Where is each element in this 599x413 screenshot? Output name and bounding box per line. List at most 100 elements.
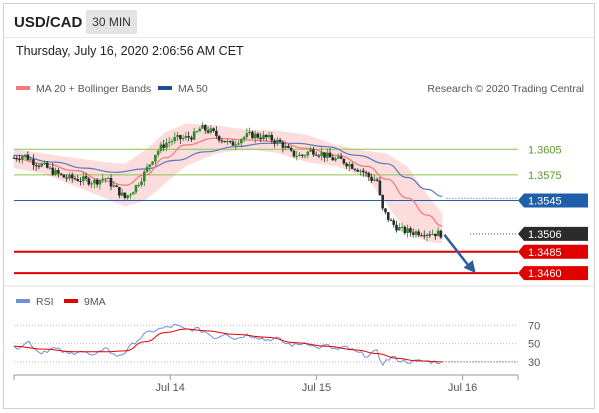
candle-body (12, 157, 16, 159)
candle-body (303, 155, 307, 157)
candle-body (54, 170, 57, 175)
candle-body (406, 228, 409, 234)
candle-body (226, 140, 229, 143)
last-price-tag (518, 226, 588, 241)
candle-body (262, 134, 265, 140)
candle-body (203, 125, 207, 131)
candle-body (367, 172, 371, 177)
candle-body (162, 144, 165, 148)
candle-body (428, 234, 432, 236)
forecast-arrow-shaft (443, 233, 471, 268)
candle-body (62, 174, 66, 178)
candle-body (392, 220, 396, 225)
x-tick-label: Jul 14 (156, 382, 185, 394)
rsi-tick-label: 30 (528, 357, 540, 369)
candle-body (217, 135, 221, 141)
ma20-line (13, 137, 443, 227)
candle-body (37, 165, 41, 167)
candle-body (395, 224, 398, 231)
candle-body (384, 208, 387, 213)
candle-body (403, 226, 407, 234)
candle-body (306, 151, 310, 156)
candle-body (154, 154, 157, 162)
candle-body (32, 159, 35, 166)
candle-body (356, 169, 360, 172)
ma50-line (13, 142, 443, 197)
candle-body (289, 147, 293, 151)
candle-body (422, 235, 426, 237)
candle-body (242, 137, 246, 140)
candle-body (337, 156, 340, 159)
support-2-tag (518, 266, 588, 281)
support-1-tag (518, 244, 588, 259)
candle-body (93, 179, 96, 184)
candle-body (140, 181, 143, 185)
candle-body (273, 140, 276, 144)
candle-body (375, 179, 379, 181)
rsi-ma-line (13, 328, 443, 363)
candle-body (148, 164, 152, 167)
candle-body (237, 143, 240, 145)
candle-body (95, 179, 99, 185)
level-tags: 1.3605 1.3575 1.3545 1.3506 1.3485 1.3460 (518, 144, 588, 281)
chart-frame (3, 3, 595, 409)
candle-body (29, 159, 32, 161)
rsi-legend: RSI 9MA (16, 296, 106, 308)
candle-body (228, 140, 232, 142)
candle-body (276, 139, 279, 144)
research-credit: Research © 2020 Trading Central (427, 83, 584, 95)
candle-body (295, 156, 299, 158)
candle-body (90, 183, 93, 185)
legend: MA 20 + Bollinger Bands MA 50 Research ©… (16, 83, 584, 95)
candle-body (348, 164, 351, 167)
rsi-tick-label: 50 (528, 339, 540, 351)
candle-body (223, 140, 226, 143)
support-2-tag-label: 1.3460 (528, 268, 562, 280)
bollinger-band (14, 123, 443, 244)
candle-body (339, 156, 343, 159)
candle-body (281, 142, 285, 148)
candle-body (278, 139, 282, 143)
candle-body (234, 144, 238, 146)
candle-body (65, 177, 68, 179)
candle-body (112, 185, 116, 187)
candle-body (411, 232, 415, 235)
ma20-legend-swatch (16, 86, 30, 90)
candle-body (43, 162, 46, 164)
candle-body (21, 156, 24, 160)
rsi-ma-legend-swatch (64, 299, 78, 303)
candle-body (386, 212, 390, 220)
candle-body (212, 128, 215, 131)
candle-body (123, 192, 127, 199)
candle-body (145, 166, 149, 172)
candle-body (398, 227, 401, 231)
candle-body (167, 141, 171, 143)
bollinger-band-area (14, 123, 443, 244)
candle-body (264, 134, 268, 138)
candle-body (414, 231, 418, 235)
candle-body (18, 159, 21, 161)
candle-body (156, 150, 160, 155)
header-divider (4, 37, 594, 38)
candle-body (231, 141, 235, 146)
candle-body (328, 152, 332, 158)
resistance-2-label: 1.3605 (528, 144, 562, 156)
candle-body (267, 134, 271, 138)
x-tick-label: Jul 16 (448, 382, 477, 394)
candle-body (345, 163, 348, 167)
candle-body (170, 141, 174, 143)
candle-body (325, 152, 329, 158)
candle-body (101, 178, 105, 180)
rsi-legend-label: RSI (36, 296, 54, 308)
candle-body (353, 168, 357, 170)
candle-body (104, 178, 107, 180)
candle-body (206, 130, 210, 133)
candle-body (151, 161, 154, 165)
candle-body (115, 185, 118, 187)
candle-body (342, 158, 346, 164)
candle-body (82, 176, 85, 182)
candle-body (364, 172, 368, 174)
timeframe-badge[interactable]: 30 MIN (86, 10, 137, 34)
candle-body (129, 194, 132, 196)
candle-body (309, 149, 312, 152)
